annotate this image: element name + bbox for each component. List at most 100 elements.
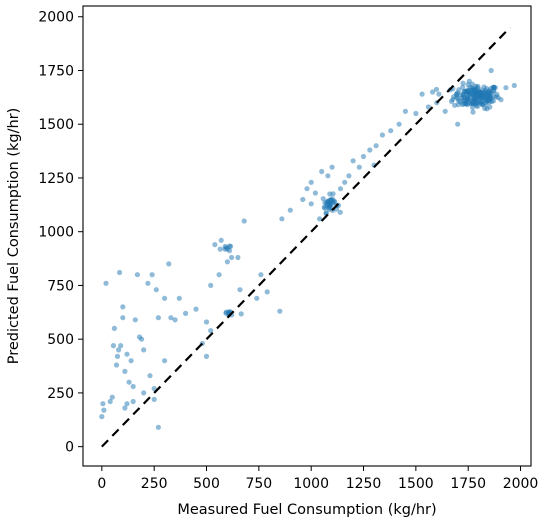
x-tick-label: 500 (193, 476, 220, 492)
data-point (130, 398, 136, 405)
data-point (337, 209, 343, 215)
data-point (147, 373, 153, 379)
plot-frame (82, 5, 532, 467)
data-point (155, 315, 161, 321)
data-point (277, 308, 283, 314)
data-point (312, 190, 318, 196)
data-point (126, 379, 132, 385)
data-point (436, 91, 442, 97)
x-tick-label: 250 (141, 476, 168, 492)
data-point (149, 272, 155, 278)
data-point (101, 407, 107, 413)
x-tick-label: 750 (245, 476, 272, 492)
data-point (216, 272, 222, 278)
y-tick-label: 750 (47, 278, 74, 294)
data-point (321, 204, 327, 210)
data-point (342, 179, 348, 185)
x-tick-label: 1250 (346, 476, 382, 492)
data-point (222, 246, 228, 252)
data-point (172, 317, 178, 323)
data-point (465, 82, 471, 88)
data-point (223, 310, 229, 316)
data-point (454, 91, 460, 97)
data-point (117, 269, 123, 276)
data-point (109, 394, 115, 400)
data-point (367, 147, 373, 153)
data-point (467, 92, 473, 98)
data-point (168, 315, 174, 321)
data-point (458, 92, 464, 98)
x-tick-label: 2000 (503, 476, 539, 492)
data-point (479, 101, 485, 107)
data-point (373, 143, 379, 149)
data-point (337, 186, 344, 192)
data-point (448, 98, 455, 104)
data-point (474, 99, 480, 105)
data-point (475, 89, 481, 96)
data-point (132, 317, 138, 323)
y-tick-label: 1250 (38, 171, 74, 187)
data-point (329, 164, 335, 170)
x-axis-label: Measured Fuel Consumption (kg/hr) (177, 502, 436, 518)
y-tick-label: 1500 (38, 117, 74, 133)
data-point (470, 109, 476, 115)
data-point (124, 351, 130, 357)
data-point (155, 424, 161, 430)
data-point (430, 89, 436, 95)
data-point (128, 358, 134, 364)
data-point (465, 87, 471, 93)
x-tick-label: 0 (97, 476, 106, 492)
data-point (511, 82, 517, 89)
points-layer (99, 67, 517, 430)
data-point (111, 325, 117, 331)
data-point (212, 242, 218, 248)
data-point (116, 347, 122, 353)
data-point (107, 398, 113, 405)
y-tick-label: 500 (47, 332, 74, 348)
data-point (254, 295, 260, 301)
data-point (460, 84, 466, 90)
data-point (323, 200, 330, 206)
data-point (162, 358, 168, 364)
data-point (304, 186, 310, 192)
data-point (193, 306, 199, 312)
data-point (130, 383, 136, 390)
data-point (360, 153, 367, 160)
data-point (461, 101, 467, 107)
data-point (287, 207, 293, 213)
data-point (331, 198, 337, 204)
data-point (103, 280, 109, 286)
data-point (317, 216, 323, 222)
data-point (455, 121, 461, 127)
y-axis-label: Predicted Fuel Consumption (kg/hr) (6, 108, 22, 365)
data-point (402, 108, 408, 114)
data-point (122, 405, 128, 411)
y-tick-label: 1000 (38, 225, 74, 241)
data-point (153, 287, 159, 293)
data-point (100, 401, 106, 407)
data-point (482, 90, 488, 96)
data-point (217, 246, 223, 252)
data-point (486, 95, 492, 101)
data-point (461, 95, 467, 101)
data-point (396, 121, 402, 127)
x-tick-label: 1000 (293, 476, 329, 492)
data-point (379, 132, 385, 138)
data-point (346, 173, 352, 179)
x-tick-label: 1500 (398, 476, 434, 492)
data-point (122, 368, 128, 374)
reference-line (101, 26, 511, 448)
data-point (433, 86, 440, 92)
data-point (120, 315, 126, 321)
data-point (356, 164, 362, 170)
data-point (327, 191, 333, 197)
data-point (110, 343, 116, 349)
data-point (224, 259, 230, 265)
data-point (99, 414, 105, 420)
ticks-layer: 0 250 500 750 1000 1250 1500 1750 2000 0 250 500 750… (38, 10, 538, 492)
data-point (166, 261, 172, 267)
data-point (208, 282, 214, 288)
data-point (141, 390, 147, 396)
data-point (145, 280, 151, 286)
data-point (241, 218, 247, 224)
